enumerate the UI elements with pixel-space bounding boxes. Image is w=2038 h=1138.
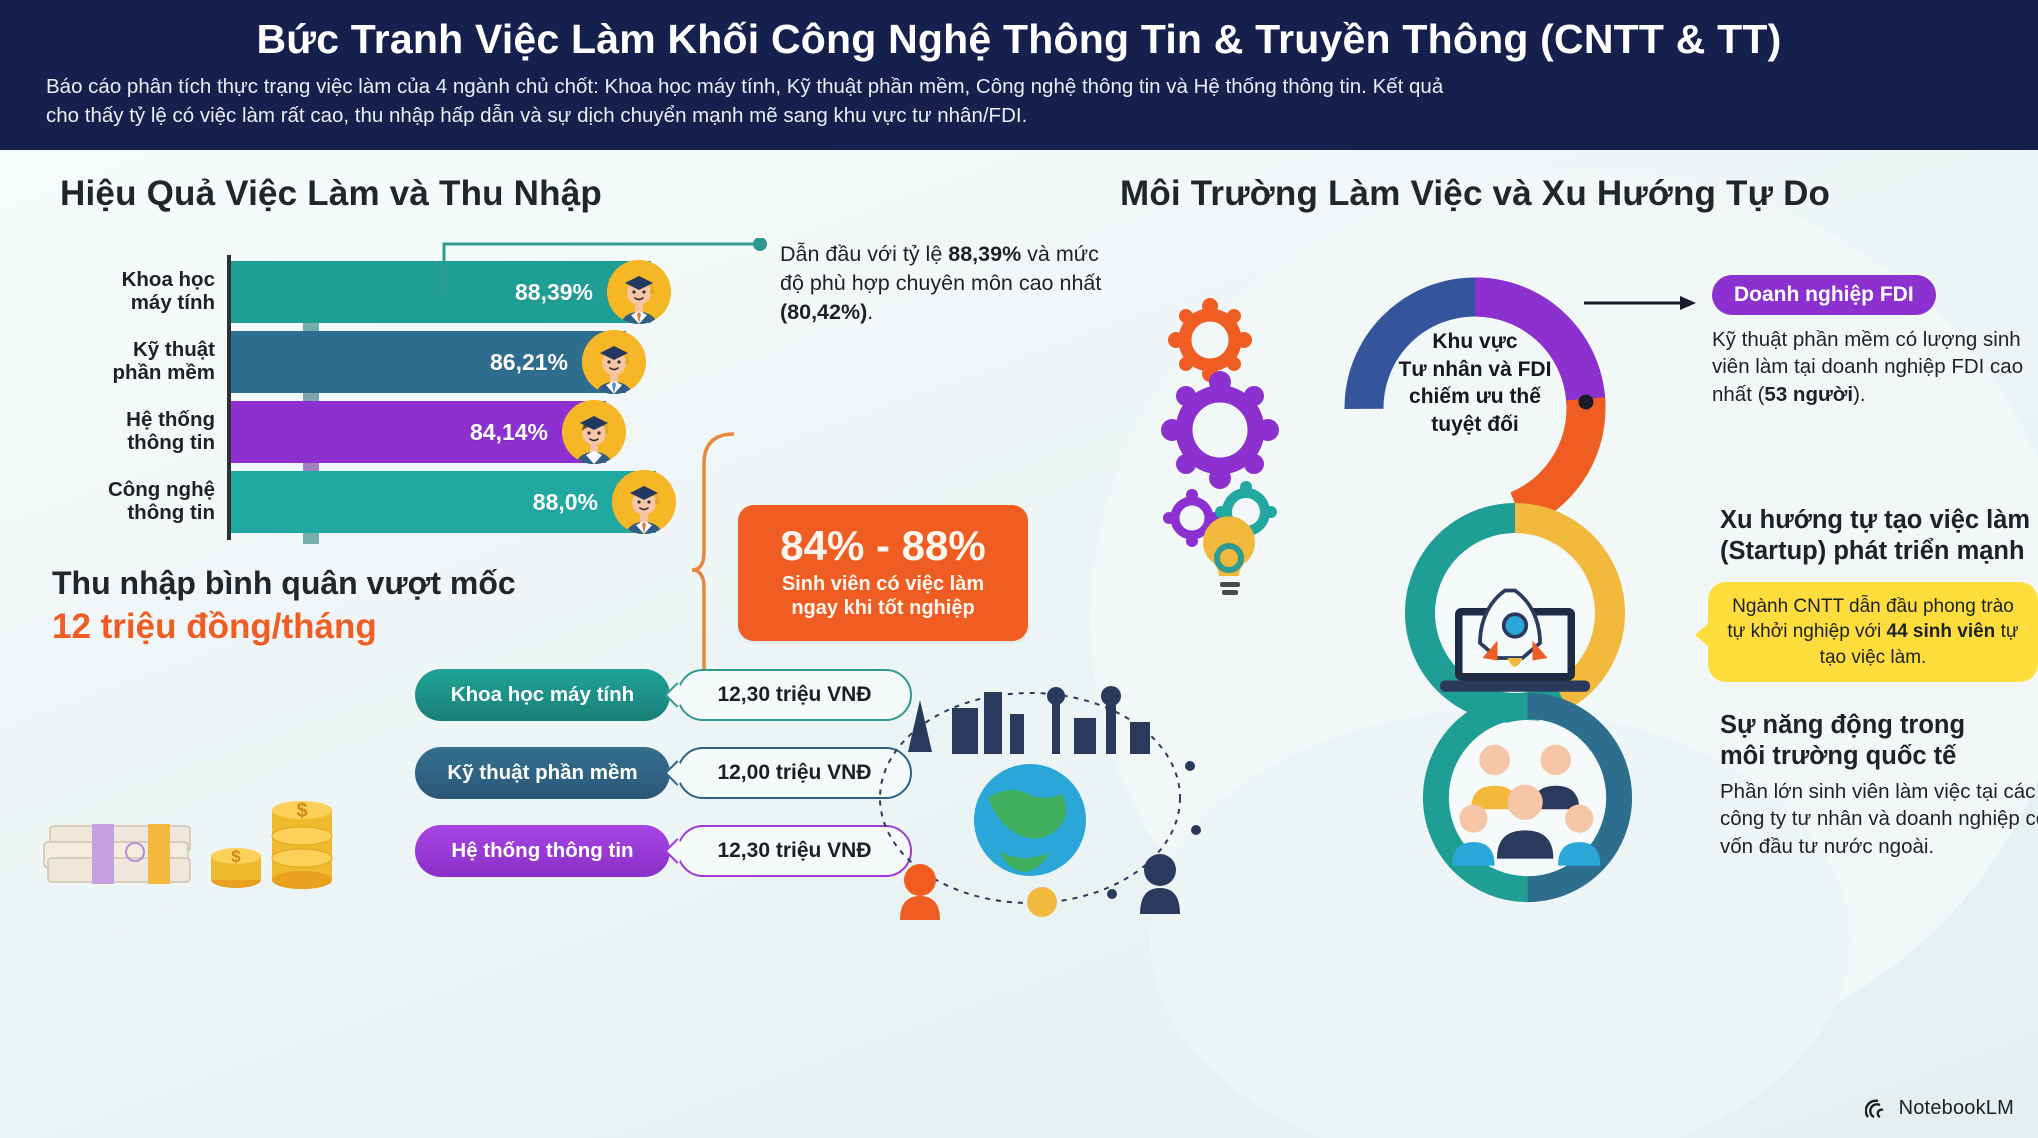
avatar bbox=[607, 260, 671, 324]
subtitle-line-2: cho thấy tỷ lệ có việc làm rất cao, thu … bbox=[46, 104, 1028, 128]
money-icon: $ $ bbox=[43, 800, 333, 889]
income-heading: Thu nhập bình quân vượt mốc bbox=[52, 565, 516, 601]
list-item: Kỹ thuật phần mềm 12,00 triệu VNĐ bbox=[415, 743, 975, 809]
bar-fold bbox=[303, 533, 319, 544]
startup-title-line-1: Xu hướng tự tạo việc làm bbox=[1720, 506, 2031, 534]
list-item: Hệ thống thông tin 12,30 triệu VNĐ bbox=[415, 821, 975, 887]
salary-major-pill[interactable]: Hệ thống thông tin bbox=[415, 825, 670, 877]
salary-major-pill[interactable]: Kỹ thuật phần mềm bbox=[415, 747, 670, 799]
fdi-text-bold: 53 người bbox=[1764, 382, 1854, 406]
notebooklm-watermark: NotebookLM bbox=[1864, 1097, 2014, 1120]
note-bold-2: (80,42%) bbox=[780, 300, 868, 325]
svg-text:$: $ bbox=[296, 800, 307, 822]
avatar bbox=[612, 470, 676, 534]
bar-label: Khoa học máy tính bbox=[121, 268, 215, 314]
table-row: Khoa học máy tính 88,39% bbox=[55, 260, 675, 334]
callout-desc-2: ngay khi tốt nghiệp bbox=[791, 597, 975, 620]
bar-fold bbox=[303, 463, 319, 474]
donut-line-2: Tư nhân và FDI bbox=[1398, 357, 1552, 381]
salary-value-text: 12,30 triệu VNĐ bbox=[717, 683, 872, 706]
bar-value-label: 88,39% bbox=[514, 278, 593, 305]
watermark-label: NotebookLM bbox=[1898, 1097, 2014, 1119]
donut-chart-sectors bbox=[1344, 277, 1606, 539]
list-item: Khoa học máy tính 12,30 triệu VNĐ bbox=[415, 665, 975, 731]
fdi-badge: Doanh nghiệp FDI bbox=[1712, 275, 1936, 315]
fdi-text-post: ). bbox=[1853, 382, 1866, 406]
employment-range-callout: 84% - 88% Sinh viên có việc làm ngay khi… bbox=[738, 505, 1028, 641]
salary-value: 12,30 triệu VNĐ bbox=[664, 825, 912, 877]
fdi-text-pre: Kỹ thuật phần mềm có lượng sinh viên làm… bbox=[1712, 328, 2024, 406]
avatar bbox=[562, 400, 626, 464]
bar-fold bbox=[303, 393, 319, 404]
note-line3-post: . bbox=[867, 300, 874, 325]
salary-value: 12,30 triệu VNĐ bbox=[664, 669, 912, 721]
salary-value: 12,00 triệu VNĐ bbox=[664, 747, 912, 799]
donut-chart-team bbox=[1422, 692, 1633, 903]
svg-text:$: $ bbox=[231, 847, 241, 866]
intl-title-line-2: môi trường quốc tế bbox=[1720, 742, 1957, 771]
bar-label: Hệ thống thông tin bbox=[126, 408, 215, 454]
bar-value-label: 86,21% bbox=[489, 348, 568, 375]
startup-bubble-bold: 44 sinh viên bbox=[1886, 621, 1996, 643]
bar-value-label: 84,14% bbox=[469, 418, 548, 445]
callout-desc-1: Sinh viên có việc làm bbox=[781, 573, 985, 596]
chart-axis bbox=[227, 255, 231, 540]
fdi-description: Kỹ thuật phần mềm có lượng sinh viên làm… bbox=[1712, 326, 2032, 408]
note-line2: và mức độ phù hợp chuyên bbox=[780, 242, 1099, 296]
bar-value-label: 88,0% bbox=[532, 488, 598, 515]
page-title: Bức Tranh Việc Làm Khối Công Nghệ Thông … bbox=[256, 16, 1782, 62]
startup-bubble-pre: Ngành CNTT dẫn đầu phong trào tự khởi ng… bbox=[1727, 596, 2014, 643]
table-row: Công nghệ thông tin 88,0% bbox=[55, 470, 676, 544]
bar-ky-thuat-phan-mem: 86,21% bbox=[231, 331, 626, 393]
bar-cong-nghe-thong-tin: 88,0% bbox=[231, 471, 656, 533]
gears-icon bbox=[1161, 298, 1279, 595]
table-row: Kỹ thuật phần mềm 86,21% bbox=[55, 330, 675, 404]
left-section-title: Hiệu Quả Việc Làm và Thu Nhập bbox=[60, 174, 602, 213]
note-line3-pre: môn cao nhất bbox=[971, 271, 1102, 296]
right-section-title: Môi Trường Làm Việc và Xu Hướng Tự Do bbox=[1120, 174, 1831, 213]
left-panel: Hiệu Quả Việc Làm và Thu Nhập Khoa học má… bbox=[0, 150, 1120, 1138]
bar-he-thong-thong-tin: 84,14% bbox=[231, 401, 606, 463]
bar-khoa-hoc-may-tinh: 88,39% bbox=[231, 261, 651, 323]
bar-label: Công nghệ thông tin bbox=[107, 478, 215, 524]
top-major-note: Dẫn đầu với tỷ lệ 88,39% và mức độ phù h… bbox=[780, 240, 1110, 327]
income-value-heading: 12 triệu đồng/tháng bbox=[52, 607, 377, 646]
international-title: Sự năng động trong môi trường quốc tế bbox=[1720, 710, 2038, 772]
startup-bubble-post: tự tạo việc làm. bbox=[1819, 621, 2019, 668]
avatar bbox=[582, 330, 646, 394]
note-bold-1: 88,39% bbox=[948, 242, 1022, 266]
infographic-canvas: Hiệu Quả Việc Làm và Thu Nhập Khoa học má… bbox=[0, 150, 2038, 1138]
salary-value-text: 12,00 triệu VNĐ bbox=[717, 761, 872, 784]
salary-list: Khoa học máy tính 12,30 triệu VNĐ Kỹ thu… bbox=[415, 665, 975, 899]
international-description: Phần lớn sinh viên làm việc tại các công… bbox=[1720, 780, 2038, 858]
callout-range-value: 84% - 88% bbox=[780, 522, 986, 570]
fdi-arrow-icon bbox=[1584, 296, 1696, 310]
callout-leader-line bbox=[442, 238, 767, 294]
page-subtitle: Báo cáo phân tích thực trạng việc làm củ… bbox=[46, 72, 1992, 130]
salary-major-pill[interactable]: Khoa học máy tính bbox=[415, 669, 670, 721]
startup-title-line-2: (Startup) phát triển mạnh bbox=[1720, 537, 2025, 566]
donut-line-1: Khu vực bbox=[1432, 330, 1518, 353]
salary-value-text: 12,30 triệu VNĐ bbox=[717, 839, 872, 862]
donut-center-label: Khu vực Tư nhân và FDI chiếm ưu thế tuyệ… bbox=[1375, 328, 1575, 439]
bar-fold bbox=[303, 323, 319, 334]
donut-line-4: tuyệt đối bbox=[1431, 413, 1519, 437]
employment-rate-bar-chart: Khoa học máy tính 88,39% bbox=[55, 255, 676, 555]
subtitle-line-1: Báo cáo phân tích thực trạng việc làm củ… bbox=[46, 75, 1444, 99]
notebooklm-logo-icon bbox=[1864, 1099, 1884, 1118]
donut-line-3: chiếm ưu thế bbox=[1409, 385, 1541, 409]
note-pre: Dẫn đầu với tỷ lệ bbox=[780, 242, 949, 266]
intl-title-line-1: Sự năng động trong bbox=[1720, 711, 1966, 739]
page-header: Bức Tranh Việc Làm Khối Công Nghệ Thông … bbox=[0, 0, 2038, 150]
bar-label: Kỹ thuật phần mềm bbox=[112, 338, 215, 384]
startup-title: Xu hướng tự tạo việc làm (Startup) phát … bbox=[1720, 505, 2038, 567]
table-row: Hệ thống thông tin 84,14% bbox=[55, 400, 675, 474]
right-panel: Môi Trường Làm Việc và Xu Hướng Tự Do bbox=[879, 150, 2038, 1138]
globe-landmarks-icon bbox=[879, 686, 1201, 920]
startup-bubble: Ngành CNTT dẫn đầu phong trào tự khởi ng… bbox=[1695, 582, 2038, 683]
